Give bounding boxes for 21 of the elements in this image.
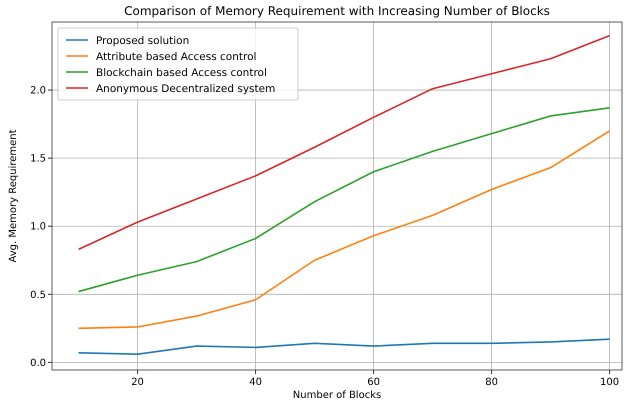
x-tick-label: 100: [600, 377, 620, 388]
x-tick-label: 60: [367, 377, 380, 388]
y-tick-label: 0.5: [30, 290, 46, 301]
legend-label: Attribute based Access control: [96, 51, 256, 63]
x-axis-title: Number of Blocks: [292, 390, 382, 401]
y-axis-title: Avg. Memory Requirement: [8, 129, 19, 263]
chart-title: Comparison of Memory Requirement with Increasing Number of Blocks: [124, 4, 550, 18]
x-tick-label: 80: [485, 377, 498, 388]
x-tick-label: 20: [131, 377, 144, 388]
legend-label: Anonymous Decentralized system: [96, 83, 276, 95]
y-tick-label: 1.5: [30, 154, 46, 165]
x-tick-label: 40: [249, 377, 262, 388]
line-series: [78, 130, 610, 330]
legend-label: Blockchain based Access control: [96, 67, 267, 79]
y-tick-label: 0.0: [30, 358, 46, 369]
line-series: [78, 106, 610, 292]
line-series: [78, 338, 610, 356]
y-tick-label: 2.0: [30, 86, 46, 97]
legend-label: Proposed solution: [96, 35, 190, 47]
line-series: [78, 34, 610, 250]
y-tick-label: 1.0: [30, 222, 46, 233]
